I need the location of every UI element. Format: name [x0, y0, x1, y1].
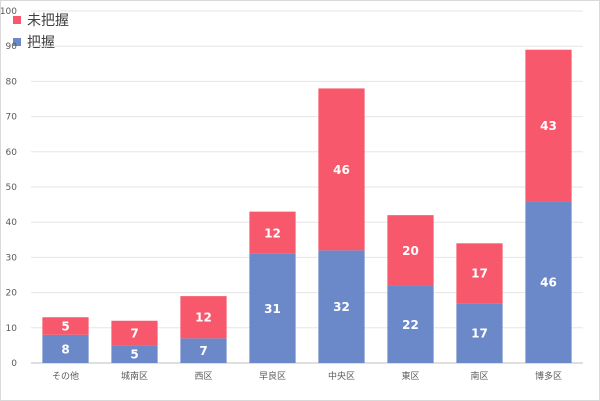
category-label: 早良区	[259, 370, 286, 382]
y-tick-label: 30	[6, 253, 18, 263]
y-tick-label: 100	[1, 7, 17, 17]
y-tick-label: 20	[6, 289, 18, 299]
bar-unknown	[387, 215, 434, 286]
data-label: 7	[130, 327, 138, 341]
category-label: 中央区	[328, 370, 355, 382]
legend-swatch	[13, 38, 21, 46]
data-label: 12	[195, 311, 212, 325]
data-label: 17	[471, 267, 488, 281]
data-label: 5	[61, 320, 69, 334]
bar-unknown	[180, 296, 227, 339]
y-tick-label: 70	[6, 113, 18, 123]
bar-unknown	[111, 320, 158, 346]
y-tick-label: 90	[6, 42, 18, 52]
legend: 未把握 把握	[13, 9, 69, 53]
data-label: 20	[402, 244, 419, 258]
bar-known	[111, 345, 158, 363]
bar-known	[180, 338, 227, 363]
legend-swatch	[13, 16, 21, 24]
bar-unknown	[456, 243, 503, 304]
legend-item: 把握	[13, 31, 69, 53]
legend-label: 未把握	[27, 13, 69, 29]
bar-known	[249, 253, 296, 363]
category-label: 南区	[470, 370, 488, 382]
data-label: 22	[402, 318, 419, 332]
category-label: 東区	[401, 370, 419, 382]
data-label: 31	[264, 302, 281, 316]
category-label: 城南区	[121, 370, 148, 382]
data-label: 46	[540, 276, 557, 290]
legend-item: 未把握	[13, 9, 69, 31]
legend-label: 把握	[27, 35, 55, 51]
bar-known	[387, 285, 434, 363]
data-label: 43	[540, 119, 557, 133]
data-label: 7	[199, 344, 207, 358]
data-label: 32	[333, 300, 350, 314]
y-tick-label: 80	[6, 77, 18, 87]
data-label: 46	[333, 163, 350, 177]
y-tick-label: 50	[6, 183, 18, 193]
bar-known	[525, 201, 572, 363]
category-label: その他	[52, 370, 79, 382]
y-tick-label: 10	[6, 324, 18, 334]
y-tick-label: 0	[11, 359, 17, 369]
bar-unknown	[42, 317, 89, 335]
data-label: 12	[264, 226, 281, 240]
y-tick-label: 40	[6, 218, 18, 228]
data-label: 5	[130, 348, 138, 362]
bar-known	[456, 303, 503, 363]
bar-unknown	[318, 88, 365, 251]
bar-unknown	[249, 211, 296, 254]
data-label: 8	[61, 342, 69, 356]
bar-known	[318, 250, 365, 363]
y-tick-label: 60	[6, 148, 18, 158]
category-label: 西区	[194, 371, 212, 382]
category-label: 博多区	[535, 370, 562, 382]
data-label: 17	[471, 327, 488, 341]
bar-unknown	[525, 49, 572, 202]
bar-known	[42, 334, 89, 363]
